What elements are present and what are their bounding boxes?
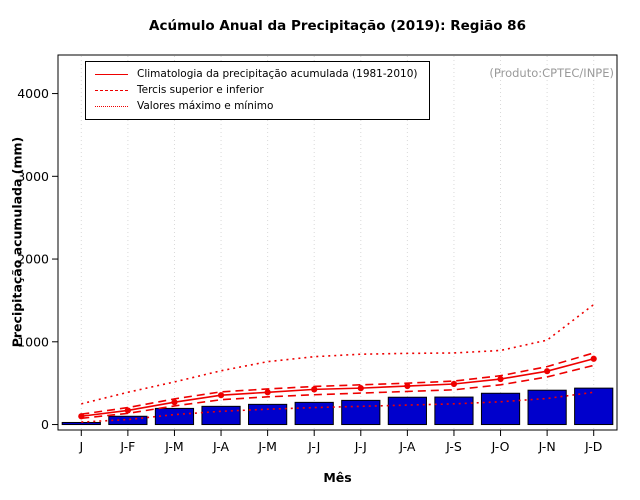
legend-label: Valores máximo e mínimo — [137, 100, 274, 112]
x-tick-label: J-J — [307, 439, 320, 454]
legend: Climatologia da precipitação acumulada (… — [85, 61, 431, 120]
x-tick-label: J-N — [538, 439, 556, 454]
x-tick-label: J-D — [584, 439, 602, 454]
dotted-series-line — [81, 303, 595, 405]
x-tick-label: J-O — [491, 439, 510, 454]
x-tick-label: J-M — [257, 439, 277, 454]
bar — [527, 389, 567, 426]
dotted-line-sample-icon — [95, 106, 128, 107]
legend-item-terciles: Tercis superior e inferior — [95, 84, 417, 97]
plot-border — [57, 54, 618, 431]
x-tick-label: J-F — [119, 439, 135, 454]
series-point-marker — [171, 399, 178, 406]
solid-line-sample-icon — [95, 74, 128, 75]
y-tick-label: 2000 — [17, 252, 49, 267]
bar — [574, 387, 614, 426]
bar — [341, 399, 381, 426]
bar — [294, 401, 334, 426]
series-point-marker — [357, 385, 364, 392]
legend-item-climatology: Climatologia da precipitação acumulada (… — [95, 68, 417, 81]
x-tick-label: J-M — [164, 439, 184, 454]
series-point-marker — [217, 392, 225, 399]
chart-title: Acúmulo Anual da Precipitação (2019): Re… — [149, 18, 526, 34]
bar — [201, 405, 241, 426]
series-point-marker — [311, 386, 318, 393]
x-tick-label: J-J — [354, 439, 367, 454]
dotted-series-line — [81, 391, 594, 423]
series-point-marker — [404, 382, 411, 390]
bar — [434, 396, 474, 426]
bar — [387, 396, 427, 426]
dashed-series-line — [81, 352, 594, 415]
series-point-marker — [450, 380, 458, 388]
legend-item-max-min: Valores máximo e mínimo — [95, 100, 417, 113]
y-tick-label: 1000 — [17, 334, 49, 349]
x-tick-label: J-A — [398, 439, 415, 454]
dashed-line-sample-icon — [95, 90, 128, 91]
legend-label: Tercis superior e inferior — [137, 84, 264, 96]
series-point-marker — [590, 355, 597, 362]
series-point-marker — [264, 389, 271, 396]
solid-series-line — [81, 357, 594, 418]
y-tick-label: 4000 — [17, 86, 49, 101]
x-tick-label: J-A — [212, 439, 229, 454]
bar — [108, 415, 148, 426]
producer-annotation: (Produto:CPTEC/INPE) — [489, 66, 614, 80]
bar — [154, 407, 195, 426]
x-tick-label: J — [78, 439, 83, 454]
x-tick-label: J-S — [445, 439, 462, 454]
bar — [248, 403, 288, 426]
y-axis-label: Precipitação acumulada (mm) — [9, 136, 25, 348]
legend-label: Climatologia da precipitação acumulada (… — [137, 68, 418, 80]
series-point-marker — [497, 375, 504, 383]
y-tick-label: 0 — [41, 417, 49, 432]
y-tick-label: 3000 — [17, 169, 49, 184]
series-point-marker — [544, 368, 551, 375]
bar — [61, 421, 101, 426]
bar — [480, 392, 521, 426]
series-point-marker — [124, 407, 131, 414]
x-axis-label: Mês — [323, 470, 352, 485]
